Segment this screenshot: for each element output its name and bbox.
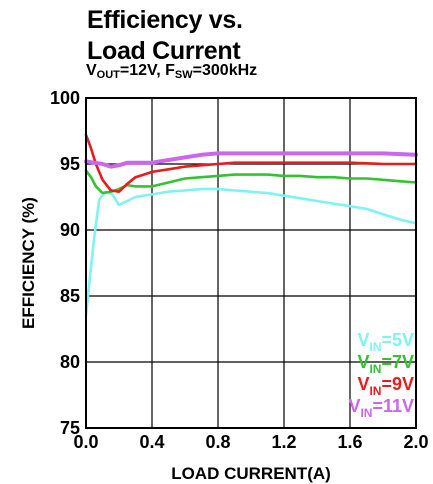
- x-axis-label: LOAD CURRENT(A): [171, 464, 331, 483]
- chart-title-line-1: Efficiency vs.: [87, 6, 243, 34]
- subtitle-f-rest: =300kHz: [192, 62, 258, 79]
- y-tick-label: 100: [50, 88, 80, 108]
- subtitle-v: V: [86, 62, 97, 79]
- y-axis-label: EFFICIENCY (%): [19, 197, 38, 329]
- plot-frame: [85, 97, 417, 429]
- series-lines: [84, 133, 418, 318]
- x-tick-label: 0.8: [205, 432, 230, 452]
- series-line-1: [84, 187, 418, 318]
- x-tick-label: 1.2: [271, 432, 296, 452]
- chart-subtitle: VOUT=12V, FSW=300kHz: [86, 62, 257, 81]
- x-tick-label: 0.0: [73, 432, 98, 452]
- legend-entry-1: VIN=5V: [357, 330, 414, 354]
- chart-title-line-2: Load Current: [87, 37, 241, 65]
- y-tick-label: 80: [60, 352, 80, 372]
- legend-entry-3: VIN=9V: [357, 374, 414, 398]
- subtitle-v-rest: =12V, F: [119, 62, 175, 79]
- x-tick-labels: 0.0 0.4 0.8 1.2 1.6 2.0: [73, 432, 428, 452]
- y-tick-label: 95: [60, 154, 80, 174]
- series-line-4: [84, 151, 418, 169]
- y-tick-label: 90: [60, 220, 80, 240]
- series-line-3: [84, 133, 418, 193]
- x-tick-label: 0.4: [139, 432, 164, 452]
- subtitle-f-sub: SW: [174, 69, 193, 81]
- y-tick-label: 85: [60, 286, 80, 306]
- series-line-2: [84, 169, 418, 195]
- y-tick-labels: 75 80 85 90 95 100: [50, 88, 80, 438]
- chart-title: Efficiency vs. Load Current: [87, 5, 243, 67]
- legend-entry-4: VIN=11V: [348, 396, 414, 420]
- x-tick-label: 2.0: [403, 432, 428, 452]
- x-tick-label: 1.6: [337, 432, 362, 452]
- y-tick-label: 75: [60, 418, 80, 438]
- subtitle-v-sub: OUT: [96, 69, 120, 81]
- legend-entry-2: VIN=7V: [357, 352, 414, 376]
